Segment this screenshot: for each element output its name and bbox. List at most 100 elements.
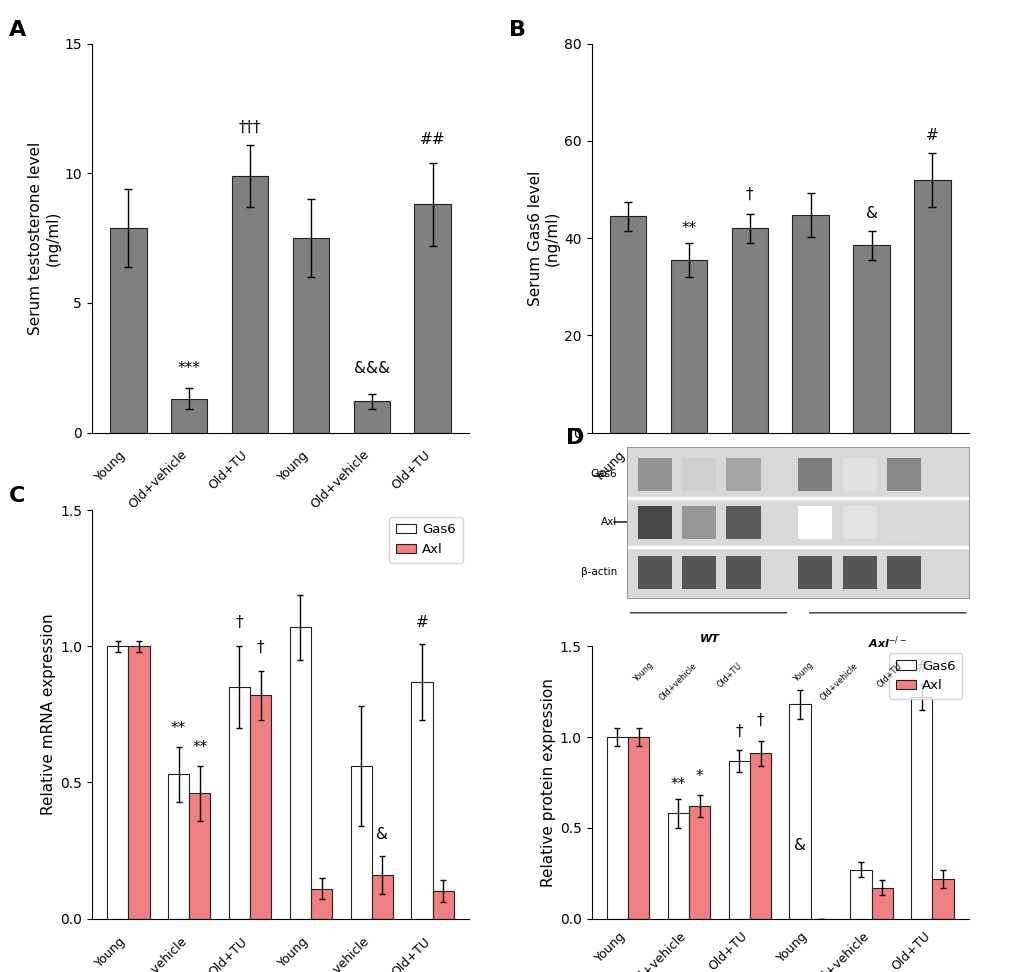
- Text: Old+vehicle: Old+vehicle: [308, 935, 372, 972]
- Text: Young: Young: [93, 448, 128, 484]
- Bar: [682, 458, 715, 491]
- Text: Old+TU: Old+TU: [888, 929, 931, 972]
- Text: Old+vehicle: Old+vehicle: [807, 929, 871, 972]
- Text: Axl: Axl: [600, 517, 616, 528]
- Text: Old+vehicle: Old+vehicle: [625, 929, 688, 972]
- Bar: [606, 737, 628, 919]
- Text: Young: Young: [275, 448, 311, 484]
- Bar: [726, 458, 760, 491]
- Text: Old+vehicle: Old+vehicle: [657, 661, 698, 702]
- Text: †: †: [235, 615, 243, 630]
- Text: ##: ##: [420, 132, 445, 148]
- Bar: [731, 228, 767, 433]
- Bar: [792, 215, 828, 433]
- Text: Old+vehicle: Old+vehicle: [625, 448, 688, 511]
- Bar: [682, 505, 715, 539]
- Bar: [372, 875, 392, 919]
- Bar: [913, 180, 950, 433]
- Text: Axl$^{-/-}$: Axl$^{-/-}$: [845, 547, 897, 566]
- Bar: [797, 556, 832, 589]
- Text: †: †: [735, 724, 742, 739]
- Legend: Gas6, Axl: Gas6, Axl: [889, 653, 962, 699]
- Text: Gas6: Gas6: [590, 469, 616, 479]
- Y-axis label: Relative mRNA expression: Relative mRNA expression: [41, 613, 56, 816]
- Text: &: &: [376, 827, 388, 843]
- Text: B: B: [508, 20, 525, 41]
- Bar: [797, 458, 832, 491]
- Bar: [910, 697, 931, 919]
- Y-axis label: Serum testosterone level
(ng/ml): Serum testosterone level (ng/ml): [28, 142, 60, 334]
- Text: Young: Young: [592, 448, 628, 484]
- Text: Old+vehicle: Old+vehicle: [807, 448, 871, 511]
- Text: **: **: [171, 721, 186, 736]
- Text: Young: Young: [774, 448, 810, 484]
- Bar: [110, 227, 147, 433]
- Text: Young: Young: [592, 929, 628, 965]
- Text: #: #: [925, 128, 937, 143]
- Bar: [842, 505, 876, 539]
- Bar: [107, 646, 128, 919]
- Bar: [667, 814, 688, 919]
- Text: &: &: [865, 206, 876, 221]
- Bar: [749, 753, 770, 919]
- Bar: [728, 761, 749, 919]
- Y-axis label: Serum Gas6 level
(ng/ml): Serum Gas6 level (ng/ml): [527, 170, 559, 306]
- Text: C: C: [9, 486, 25, 505]
- Bar: [842, 556, 876, 589]
- Text: Old+vehicle: Old+vehicle: [308, 448, 372, 511]
- Text: Old+TU: Old+TU: [388, 448, 432, 492]
- Text: β-actin: β-actin: [580, 568, 616, 577]
- Text: Axl$^{-/-}$: Axl$^{-/-}$: [867, 634, 906, 650]
- Text: **: **: [681, 221, 696, 235]
- Bar: [171, 399, 207, 433]
- Text: Young: Young: [93, 935, 128, 970]
- Bar: [887, 505, 920, 539]
- Bar: [797, 505, 832, 539]
- Text: Old+TU: Old+TU: [206, 448, 250, 492]
- Bar: [931, 879, 953, 919]
- Text: Young: Young: [774, 929, 810, 965]
- Text: Old+TU: Old+TU: [388, 935, 432, 972]
- Text: Young: Young: [791, 661, 814, 684]
- Bar: [726, 505, 760, 539]
- Bar: [887, 556, 920, 589]
- Text: †††: †††: [238, 120, 261, 134]
- Bar: [628, 737, 649, 919]
- Bar: [292, 238, 329, 433]
- Text: WT: WT: [699, 634, 718, 643]
- Bar: [842, 458, 876, 491]
- Bar: [354, 401, 389, 433]
- Text: Old+TU: Old+TU: [875, 661, 903, 689]
- Bar: [726, 556, 760, 589]
- Bar: [688, 806, 709, 919]
- Bar: [231, 176, 268, 433]
- Text: WT: WT: [175, 547, 203, 562]
- Text: **: **: [671, 777, 686, 791]
- Text: Axl$^{-/-}$: Axl$^{-/-}$: [345, 547, 397, 566]
- Text: &&&: &&&: [354, 361, 389, 375]
- Bar: [311, 888, 332, 919]
- Bar: [637, 458, 672, 491]
- Bar: [871, 887, 892, 919]
- Bar: [228, 687, 250, 919]
- Text: Old+TU: Old+TU: [206, 935, 250, 972]
- Bar: [850, 870, 871, 919]
- Bar: [671, 260, 706, 433]
- Text: Young: Young: [631, 661, 654, 684]
- Bar: [887, 458, 920, 491]
- Bar: [853, 245, 889, 433]
- Bar: [637, 505, 672, 539]
- Bar: [411, 681, 432, 919]
- Text: Old+vehicle: Old+vehicle: [125, 935, 189, 972]
- Bar: [289, 627, 311, 919]
- Text: Old+vehicle: Old+vehicle: [125, 448, 189, 511]
- Text: WT: WT: [675, 547, 702, 562]
- Bar: [789, 705, 810, 919]
- Bar: [168, 775, 189, 919]
- Text: †: †: [756, 713, 763, 728]
- Text: D: D: [566, 428, 584, 448]
- Bar: [414, 204, 450, 433]
- Bar: [609, 216, 646, 433]
- Text: Old+TU: Old+TU: [705, 929, 749, 972]
- Y-axis label: Relative protein expression: Relative protein expression: [540, 678, 555, 886]
